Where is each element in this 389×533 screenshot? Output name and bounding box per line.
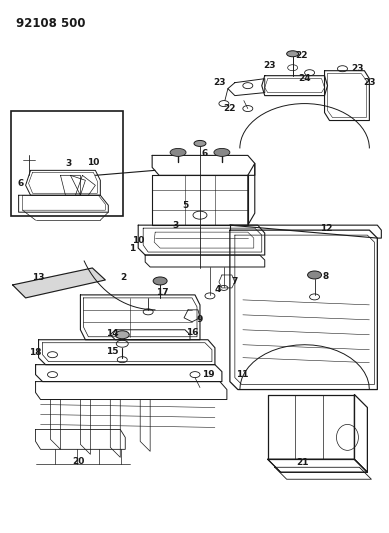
Text: 8: 8 bbox=[322, 272, 329, 281]
Text: 18: 18 bbox=[29, 348, 42, 357]
Text: 16: 16 bbox=[186, 328, 198, 337]
Text: 2: 2 bbox=[120, 273, 126, 282]
Text: 6: 6 bbox=[202, 149, 208, 158]
Text: 23: 23 bbox=[214, 78, 226, 87]
Text: 5: 5 bbox=[182, 201, 188, 209]
Text: 11: 11 bbox=[236, 370, 248, 379]
Ellipse shape bbox=[115, 331, 129, 339]
Text: 20: 20 bbox=[72, 457, 84, 466]
Text: 4: 4 bbox=[215, 285, 221, 294]
Text: 21: 21 bbox=[296, 458, 309, 467]
Text: 1: 1 bbox=[129, 244, 135, 253]
Text: 12: 12 bbox=[320, 224, 333, 232]
Text: 6: 6 bbox=[18, 179, 24, 188]
Text: 17: 17 bbox=[156, 288, 168, 297]
Bar bbox=[11, 110, 123, 216]
Ellipse shape bbox=[308, 271, 322, 279]
Polygon shape bbox=[13, 268, 105, 298]
Text: 3: 3 bbox=[172, 221, 178, 230]
Text: 22: 22 bbox=[224, 104, 236, 113]
Text: 15: 15 bbox=[106, 347, 119, 356]
Ellipse shape bbox=[287, 51, 299, 56]
Text: 10: 10 bbox=[87, 158, 100, 167]
Text: 92108 500: 92108 500 bbox=[16, 17, 85, 30]
Text: 9: 9 bbox=[197, 316, 203, 324]
Ellipse shape bbox=[170, 148, 186, 156]
Ellipse shape bbox=[214, 148, 230, 156]
Text: 23: 23 bbox=[263, 61, 276, 70]
Text: 10: 10 bbox=[132, 236, 144, 245]
Text: 23: 23 bbox=[351, 64, 364, 73]
Text: 19: 19 bbox=[202, 370, 214, 379]
Text: 13: 13 bbox=[32, 273, 45, 282]
Text: 7: 7 bbox=[232, 278, 238, 286]
Text: 24: 24 bbox=[298, 74, 311, 83]
Text: 23: 23 bbox=[363, 78, 376, 87]
Ellipse shape bbox=[194, 141, 206, 147]
Text: 22: 22 bbox=[295, 51, 308, 60]
Ellipse shape bbox=[153, 277, 167, 285]
Text: 14: 14 bbox=[106, 329, 119, 338]
Text: 3: 3 bbox=[65, 159, 72, 168]
